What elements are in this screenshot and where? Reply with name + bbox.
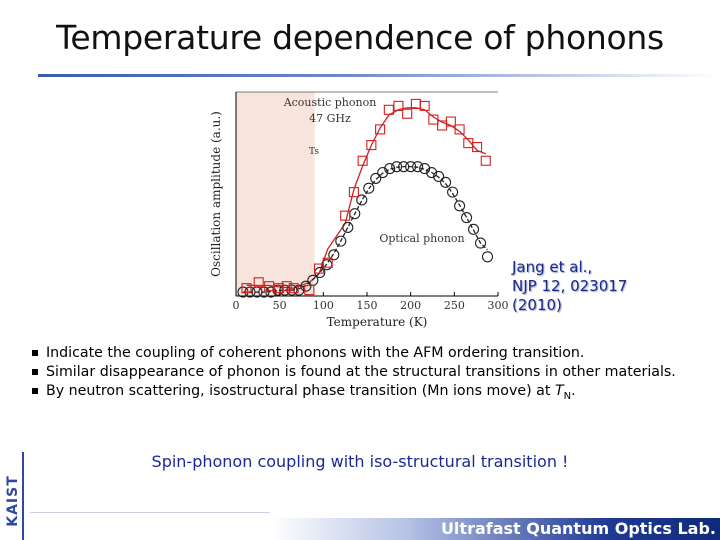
conclusion-text: Spin-phonon coupling with iso-structural…: [151, 452, 569, 471]
kaist-logo: KAIST: [5, 475, 21, 527]
shaded-region: [236, 92, 315, 296]
acoustic-point: [393, 100, 404, 111]
optical-point: [384, 163, 396, 175]
citation-line-2: NJP 12, 023017: [512, 277, 628, 295]
bullet-end: .: [571, 383, 576, 399]
x-tick-label: 150: [357, 299, 378, 312]
acoustic-point: [402, 108, 413, 119]
chart-svg: 0 50 100 150 200 250 300 Temperature (K) Oscilla…: [209, 91, 509, 329]
optical-point: [405, 161, 417, 173]
bullet-text: By neutron scattering, isostructural pha…: [46, 383, 555, 399]
acoustic-point: [445, 116, 456, 127]
footer-lab-name: Ultrafast Quantum Optics Lab.: [440, 519, 716, 538]
optical-point: [279, 284, 291, 296]
optical-point: [363, 182, 375, 194]
optical-point: [467, 223, 480, 235]
footer-rule: [30, 512, 270, 513]
x-tick-label: 0: [233, 299, 240, 312]
bullet-square-icon: [32, 388, 38, 394]
acoustic-point: [253, 277, 264, 288]
optical-point: [440, 176, 452, 188]
neel-temperature-symbol: T: [554, 383, 564, 399]
optical-point: [335, 235, 347, 247]
acoustic-point: [471, 141, 483, 153]
optical-point: [293, 284, 305, 296]
optical-point: [244, 286, 256, 298]
optical-point: [412, 161, 424, 173]
acoustic-point: [313, 263, 325, 274]
x-tick-label: 100: [313, 299, 334, 312]
acoustic-point: [340, 210, 351, 221]
optical-point: [342, 221, 354, 233]
bullet-square-icon: [32, 369, 38, 375]
acoustic-point: [281, 281, 292, 292]
optical-annotation: Optical phonon: [379, 232, 464, 245]
acoustic-point: [348, 187, 359, 198]
acoustic-point: [288, 283, 299, 294]
acoustic-point: [366, 140, 377, 151]
bullet-text: Indicate the coupling of coherent phonon…: [46, 345, 585, 361]
optical-point: [454, 200, 466, 212]
optical-point: [391, 161, 403, 173]
bullet-item: Similar disappearance of phonon is found…: [30, 363, 690, 382]
x-tick-label: 250: [444, 299, 465, 312]
acoustic-point: [480, 155, 491, 166]
y-axis-label: Oscillation amplitude (a.u.): [209, 111, 223, 277]
acoustic-point: [322, 257, 333, 268]
optical-point: [419, 163, 431, 175]
acoustic-point: [428, 114, 439, 125]
optical-point: [258, 286, 270, 298]
optical-point: [433, 170, 445, 182]
acoustic-annotation-line-1: Acoustic phonon: [283, 96, 377, 109]
acoustic-point: [304, 285, 315, 296]
optical-point: [426, 166, 438, 179]
optical-point: [398, 161, 410, 173]
optical-point: [300, 280, 312, 292]
optical-point: [286, 284, 298, 296]
bullet-square-icon: [32, 350, 38, 356]
acoustic-annotation-line-2: 47 GHz: [309, 112, 351, 125]
optical-point: [265, 286, 277, 298]
x-axis-label: Temperature (K): [327, 315, 428, 329]
acoustic-point: [383, 104, 394, 115]
acoustic-point: [375, 124, 386, 135]
optical-fit-line: [243, 165, 488, 293]
citation-line-1: Jang et al.,: [512, 258, 593, 276]
bullet-text: Similar disappearance of phonon is found…: [46, 364, 676, 380]
optical-point: [447, 186, 459, 198]
optical-point: [481, 251, 494, 263]
x-tick-label: 200: [400, 299, 421, 312]
bullet-item: Indicate the coupling of coherent phonon…: [30, 344, 690, 363]
slide-title: Temperature dependence of phonons: [56, 18, 664, 57]
optical-point: [328, 249, 340, 261]
acoustic-point: [357, 155, 368, 166]
acoustic-point: [410, 98, 421, 109]
acoustic-point: [273, 283, 284, 294]
optical-point: [237, 286, 249, 298]
neel-temperature-subscript: N: [563, 390, 572, 402]
title-underline: [38, 74, 720, 77]
phonon-chart: 0 50 100 150 200 250 300 Temperature (K) Oscilla…: [208, 86, 508, 336]
citation: Jang et al., NJP 12, 023017 (2010): [512, 258, 627, 315]
ts-annotation: Ts: [309, 147, 319, 157]
acoustic-point: [264, 281, 275, 292]
bullet-item: By neutron scattering, isostructural pha…: [30, 382, 690, 406]
logo-bar: [22, 452, 24, 540]
acoustic-point: [454, 124, 465, 135]
acoustic-point: [419, 100, 430, 111]
footer-banner: Ultrafast Quantum Optics Lab.: [270, 518, 720, 540]
optical-point: [461, 212, 473, 224]
acoustic-point: [241, 283, 252, 294]
optical-point: [370, 172, 382, 184]
citation-line-3: (2010): [512, 296, 562, 314]
optical-point: [356, 194, 368, 206]
x-tick-label: 300: [488, 299, 509, 312]
optical-point: [474, 237, 487, 249]
bullet-list: Indicate the coupling of coherent phonon…: [30, 344, 690, 406]
optical-point: [377, 166, 389, 179]
x-tick-label: 50: [273, 299, 287, 312]
